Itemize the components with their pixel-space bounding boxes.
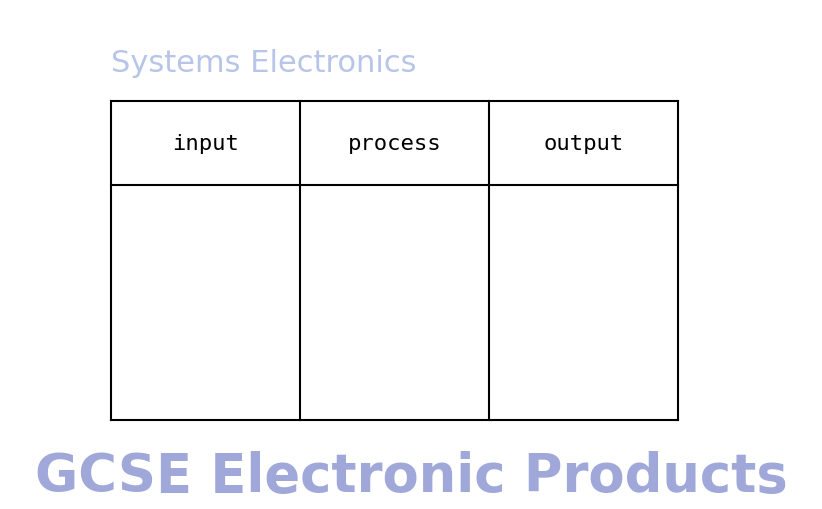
- Text: process: process: [348, 134, 441, 154]
- Text: Systems Electronics: Systems Electronics: [111, 49, 417, 78]
- Text: input: input: [172, 134, 239, 154]
- Text: output: output: [543, 134, 624, 154]
- Text: GCSE Electronic Products: GCSE Electronic Products: [35, 450, 787, 502]
